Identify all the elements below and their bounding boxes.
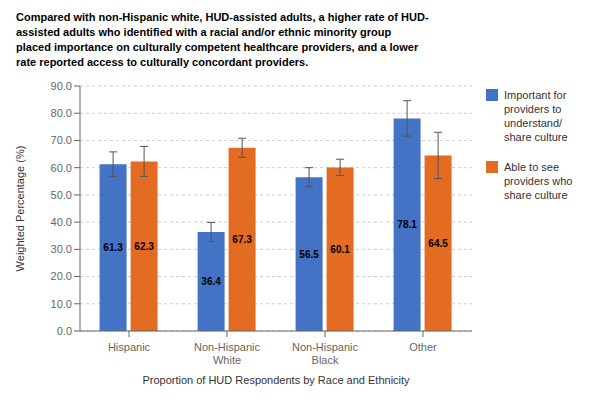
svg-text:Hispanic: Hispanic [108,341,151,353]
html-text:Able to see providers who shar: Able to see providers who share culture [504,161,573,201]
svg-text:20.0: 20.0 [51,270,72,282]
svg-text:70.0: 70.0 [51,134,72,146]
svg-text:10.0: 10.0 [51,298,72,310]
svg-text:50.0: 50.0 [51,189,72,201]
svg-text:0.0: 0.0 [57,325,72,337]
svg-text:60.0: 60.0 [51,162,72,174]
svg-text:56.5: 56.5 [299,249,319,260]
svg-text:60.1: 60.1 [330,244,350,255]
svg-text:30.0: 30.0 [51,243,72,255]
svg-text:67.3: 67.3 [232,234,252,245]
svg-text:Non-HispanicBlack: Non-HispanicBlack [292,341,359,366]
svg-text:90.0: 90.0 [51,80,72,92]
html-text:assisted adults who identified: assisted adults who identified with a ra… [16,26,392,38]
svg-text:Proportion of HUD Respondents: Proportion of HUD Respondents by Race an… [142,374,410,386]
svg-text:62.3: 62.3 [134,241,154,252]
html-text:Important for providers to und: Important for providers to understand/ s… [504,89,568,143]
html-text:placed importance on culturall: placed importance on culturally competen… [16,41,419,53]
svg-text:Non-HispanicWhite: Non-HispanicWhite [194,341,261,366]
svg-text:61.3: 61.3 [103,242,123,253]
svg-text:Weighted Percentage (%): Weighted Percentage (%) [14,146,26,272]
svg-text:78.1: 78.1 [397,219,417,230]
svg-text:36.4: 36.4 [201,276,221,287]
html-text:Compared with non-Hispanic whi: Compared with non-Hispanic white, HUD-as… [16,11,429,23]
svg-text:40.0: 40.0 [51,216,72,228]
svg-text:Other: Other [409,341,437,353]
html-text:rate reported access to cultur: rate reported access to culturally conco… [16,56,309,68]
svg-text:80.0: 80.0 [51,107,72,119]
svg-text:64.5: 64.5 [428,238,448,249]
